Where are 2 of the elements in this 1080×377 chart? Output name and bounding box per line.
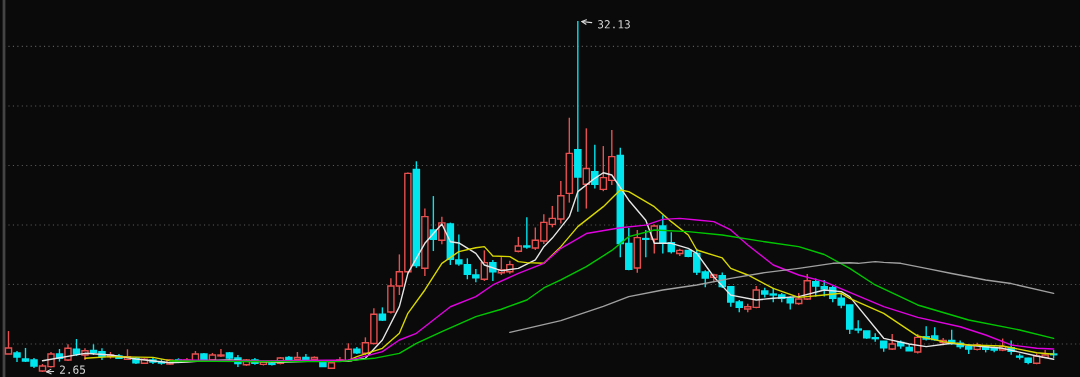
annotation: 2.65 xyxy=(59,365,86,374)
annotation: 32.13 xyxy=(598,20,630,29)
